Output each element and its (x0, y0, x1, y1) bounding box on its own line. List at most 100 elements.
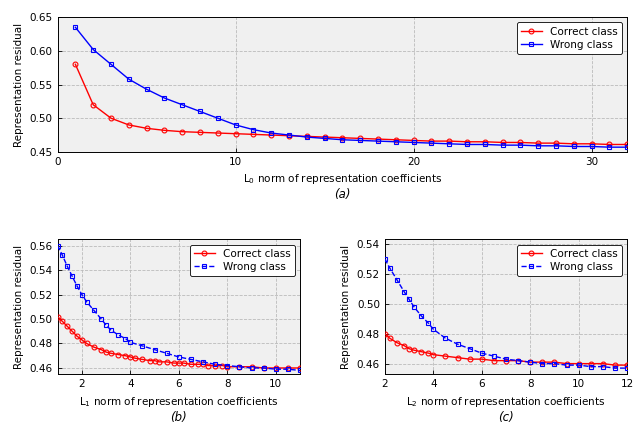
Wrong class (143, 87, 150, 92)
Correct class (587, 361, 595, 366)
Correct class (97, 347, 105, 352)
Correct class (143, 126, 150, 131)
Wrong class (623, 144, 631, 150)
Wrong class (97, 316, 105, 322)
Legend: Correct class, Wrong class: Correct class, Wrong class (516, 245, 622, 276)
Correct class (502, 358, 510, 363)
Correct class (445, 138, 453, 144)
Wrong class (401, 289, 408, 295)
Wrong class (102, 322, 110, 328)
Correct class (527, 359, 534, 365)
Wrong class (199, 359, 207, 365)
Wrong class (563, 362, 570, 368)
Wrong class (442, 335, 449, 341)
Correct class (73, 334, 81, 339)
Correct class (428, 138, 435, 144)
Correct class (284, 366, 292, 371)
Wrong class (161, 95, 168, 101)
Correct class (139, 357, 147, 362)
Wrong class (127, 340, 134, 345)
Wrong class (214, 116, 221, 121)
Correct class (223, 364, 231, 369)
Correct class (175, 360, 182, 366)
Correct class (115, 352, 122, 357)
Correct class (381, 331, 388, 336)
Correct class (605, 142, 613, 147)
Wrong class (478, 350, 486, 356)
Correct class (611, 362, 619, 368)
Wrong class (223, 363, 231, 368)
Correct class (339, 135, 346, 140)
Line: Wrong class: Wrong class (55, 243, 303, 373)
Wrong class (466, 346, 474, 351)
Wrong class (611, 366, 619, 371)
Correct class (478, 356, 486, 362)
Y-axis label: Representation residual: Representation residual (341, 245, 351, 369)
Wrong class (78, 292, 86, 297)
Wrong class (527, 359, 534, 365)
Wrong class (392, 139, 399, 144)
Correct class (68, 329, 76, 334)
Correct class (550, 359, 558, 365)
Wrong class (72, 25, 79, 30)
Wrong class (429, 327, 437, 332)
Correct class (90, 344, 98, 350)
Correct class (303, 134, 310, 139)
Correct class (248, 364, 255, 369)
Wrong class (125, 77, 132, 82)
Correct class (499, 140, 506, 145)
Correct class (463, 139, 471, 144)
Correct class (163, 359, 170, 365)
Correct class (170, 360, 178, 366)
Correct class (199, 362, 207, 367)
Correct class (410, 347, 418, 353)
Correct class (623, 142, 631, 147)
Line: Wrong class: Wrong class (382, 256, 630, 371)
Wrong class (552, 143, 560, 148)
Wrong class (54, 243, 61, 248)
Wrong class (575, 362, 582, 368)
Wrong class (150, 347, 158, 352)
Correct class (107, 116, 115, 121)
Wrong class (516, 143, 524, 148)
Wrong class (463, 142, 471, 147)
Wrong class (107, 327, 115, 332)
Correct class (90, 102, 97, 108)
Wrong class (187, 357, 195, 362)
Correct class (429, 352, 437, 357)
Correct class (102, 350, 110, 355)
Correct class (161, 128, 168, 133)
Correct class (405, 346, 413, 351)
Correct class (260, 366, 268, 371)
Correct class (59, 319, 67, 324)
Wrong class (445, 141, 453, 146)
Correct class (466, 356, 474, 362)
Correct class (552, 141, 560, 146)
Correct class (481, 139, 489, 144)
Correct class (131, 356, 139, 361)
X-axis label: L$_1$ norm of representation coefficients: L$_1$ norm of representation coefficient… (79, 394, 278, 408)
Correct class (187, 362, 195, 367)
Wrong class (115, 332, 122, 338)
Correct class (356, 136, 364, 141)
Wrong class (107, 62, 115, 67)
Correct class (424, 350, 432, 356)
Wrong class (405, 297, 413, 302)
Wrong class (515, 358, 522, 363)
Correct class (623, 362, 631, 368)
Correct class (196, 130, 204, 135)
Wrong class (550, 361, 558, 366)
Line: Correct class: Correct class (55, 314, 303, 370)
Wrong class (502, 356, 510, 362)
Wrong class (605, 144, 613, 150)
Wrong class (534, 143, 542, 148)
Correct class (232, 131, 239, 136)
Correct class (285, 133, 293, 138)
Correct class (146, 358, 154, 363)
Wrong class (163, 351, 170, 356)
Wrong class (175, 354, 182, 359)
Wrong class (73, 283, 81, 289)
Correct class (417, 349, 425, 354)
Correct class (454, 355, 461, 360)
Correct class (442, 353, 449, 359)
